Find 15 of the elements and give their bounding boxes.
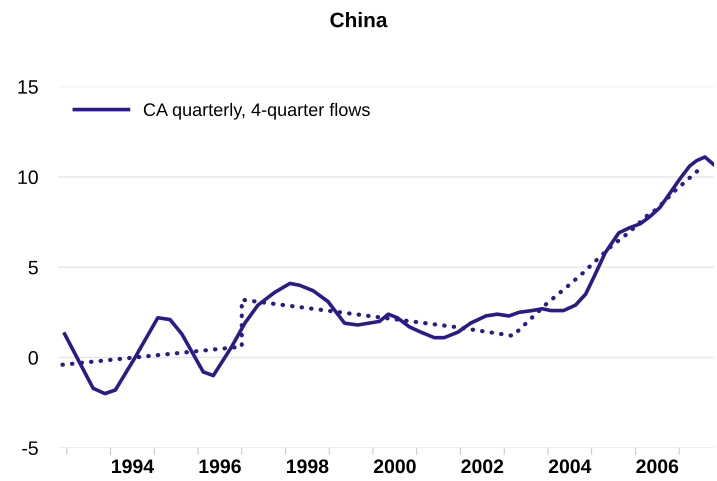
- x-tick-label: 1994: [112, 459, 154, 474]
- x-tick-label: 2000: [374, 459, 416, 474]
- chart-title: China: [330, 12, 388, 28]
- legend-label: CA quarterly, 4-quarter flows: [144, 102, 370, 120]
- x-tick-label: 2004: [548, 459, 592, 474]
- y-tick-label: -5: [22, 441, 38, 456]
- y-tick-label: 15: [18, 80, 38, 94]
- x-tick-label: 1996: [200, 459, 241, 474]
- line-series: [62, 155, 714, 396]
- y-tick-label: 10: [18, 170, 38, 184]
- y-tick-label: 0: [28, 350, 38, 365]
- x-tick-label: 2006: [636, 459, 678, 474]
- x-tick-label: 1998: [286, 459, 328, 474]
- y-tick-label: 5: [28, 260, 38, 274]
- x-tick-label: 2002: [461, 459, 504, 474]
